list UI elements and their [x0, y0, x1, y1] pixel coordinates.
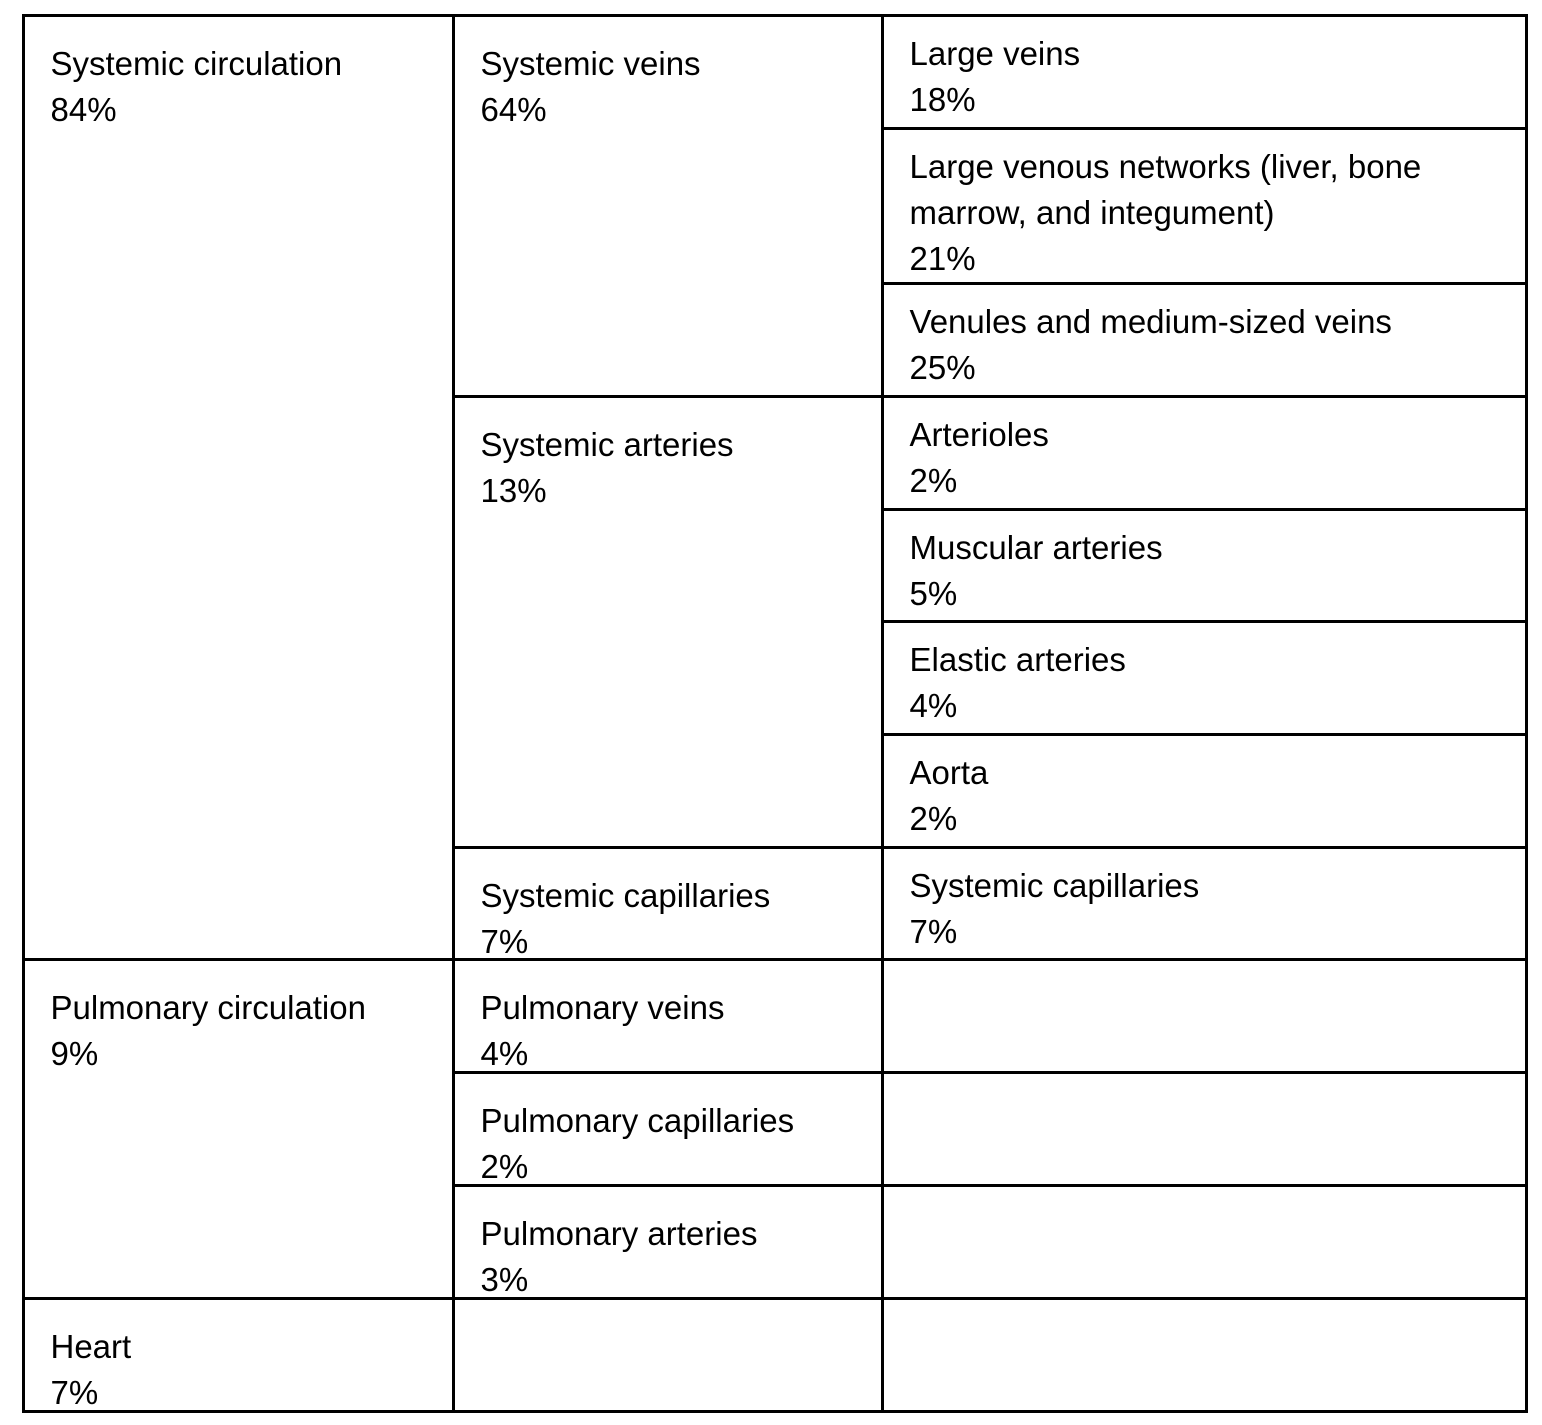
cell-label: Arterioles	[909, 415, 1049, 453]
cell-label: Systemic capillaries	[909, 866, 1200, 904]
cell-percentage: 2%	[909, 799, 958, 837]
cell-percentage: 9%	[50, 1034, 99, 1072]
cell-text: Elastic arteries 4%	[910, 637, 1517, 729]
table-cell-col2	[451, 1296, 884, 1413]
table-cell-col1: Pulmonary circulation 9%	[21, 957, 455, 1300]
cell-label: Pulmonary arteries	[480, 1214, 758, 1252]
table-cell-col3: Large venous networks (liver, bone marro…	[880, 126, 1528, 285]
cell-text: Pulmonary capillaries 2%	[481, 1098, 873, 1190]
table-cell-col2: Pulmonary capillaries 2%	[451, 1070, 884, 1190]
cell-percentage: 18%	[909, 80, 976, 118]
cell-percentage: 13%	[480, 471, 547, 509]
table-cell-col3	[880, 1070, 1528, 1187]
cell-label: Venules and medium-sized veins	[909, 302, 1392, 340]
table-cell-col1: Systemic circulation 84%	[21, 13, 455, 961]
cell-text: Systemic circulation 84%	[51, 41, 444, 133]
table-cell-col2: Systemic capillaries 7%	[451, 845, 884, 961]
cell-percentage: 4%	[480, 1034, 529, 1072]
cell-percentage: 7%	[480, 922, 529, 960]
cell-text: Systemic capillaries 7%	[910, 863, 1517, 955]
table-cell-col3	[880, 1183, 1528, 1300]
cell-text: Large venous networks (liver, bone marro…	[910, 144, 1517, 282]
table-cell-col3: Venules and medium-sized veins 25%	[880, 281, 1528, 398]
cell-percentage: 4%	[909, 686, 958, 724]
table-cell-col3	[880, 1296, 1528, 1413]
table-cell-col2: Pulmonary veins 4%	[451, 957, 884, 1077]
cell-text: Heart 7%	[51, 1324, 444, 1416]
cell-label: Large veins	[909, 34, 1081, 72]
table-cell-col3: Elastic arteries 4%	[880, 619, 1528, 736]
cell-text: Systemic arteries 13%	[481, 422, 873, 514]
cell-percentage: 2%	[480, 1147, 529, 1185]
cell-text: Pulmonary arteries 3%	[481, 1211, 873, 1303]
cell-label: Systemic arteries	[480, 425, 734, 463]
table-cell-col3: Muscular arteries 5%	[880, 507, 1528, 623]
cell-text: Systemic veins 64%	[481, 41, 873, 133]
table-cell-col2: Systemic veins 64%	[451, 13, 884, 398]
table-cell-col3: Systemic capillaries 7%	[880, 845, 1528, 961]
cell-label: Large venous networks (liver, bone marro…	[909, 147, 1422, 231]
cell-text: Large veins 18%	[910, 31, 1517, 123]
cell-percentage: 84%	[50, 90, 117, 128]
table-cell-col3: Aorta 2%	[880, 732, 1528, 849]
cell-text: Pulmonary circulation 9%	[51, 985, 444, 1077]
table-cell-col3: Arterioles 2%	[880, 394, 1528, 511]
table-cell-col2: Systemic arteries 13%	[451, 394, 884, 849]
cell-text: Venules and medium-sized veins 25%	[910, 299, 1517, 391]
cell-text: Systemic capillaries 7%	[481, 873, 873, 965]
cell-percentage: 7%	[50, 1373, 99, 1411]
table-cell-col3	[880, 957, 1528, 1074]
cell-percentage: 25%	[909, 348, 976, 386]
table-cell-col3: Large veins 18%	[880, 13, 1528, 130]
cell-text: Aorta 2%	[910, 750, 1517, 842]
table-cell-col1: Heart 7%	[21, 1296, 455, 1416]
cell-text: Pulmonary veins 4%	[481, 985, 873, 1077]
cell-label: Muscular arteries	[909, 528, 1163, 566]
cell-percentage: 21%	[909, 239, 976, 277]
cell-label: Pulmonary circulation	[50, 988, 366, 1026]
cell-text: Muscular arteries 5%	[910, 525, 1517, 617]
cell-percentage: 7%	[909, 912, 958, 950]
cell-text: Arterioles 2%	[910, 412, 1517, 504]
cell-percentage: 2%	[909, 461, 958, 499]
cell-label: Pulmonary veins	[480, 988, 725, 1026]
cell-label: Heart	[50, 1327, 132, 1365]
cell-label: Aorta	[909, 753, 989, 791]
cell-percentage: 64%	[480, 90, 547, 128]
cell-label: Systemic capillaries	[480, 876, 771, 914]
cell-label: Elastic arteries	[909, 640, 1126, 678]
cell-percentage: 5%	[909, 574, 958, 612]
cell-label: Systemic veins	[480, 44, 701, 82]
table-cell-col2: Pulmonary arteries 3%	[451, 1183, 884, 1303]
cell-percentage: 3%	[480, 1260, 529, 1298]
cell-label: Systemic circulation	[50, 44, 343, 82]
cell-label: Pulmonary capillaries	[480, 1101, 795, 1139]
